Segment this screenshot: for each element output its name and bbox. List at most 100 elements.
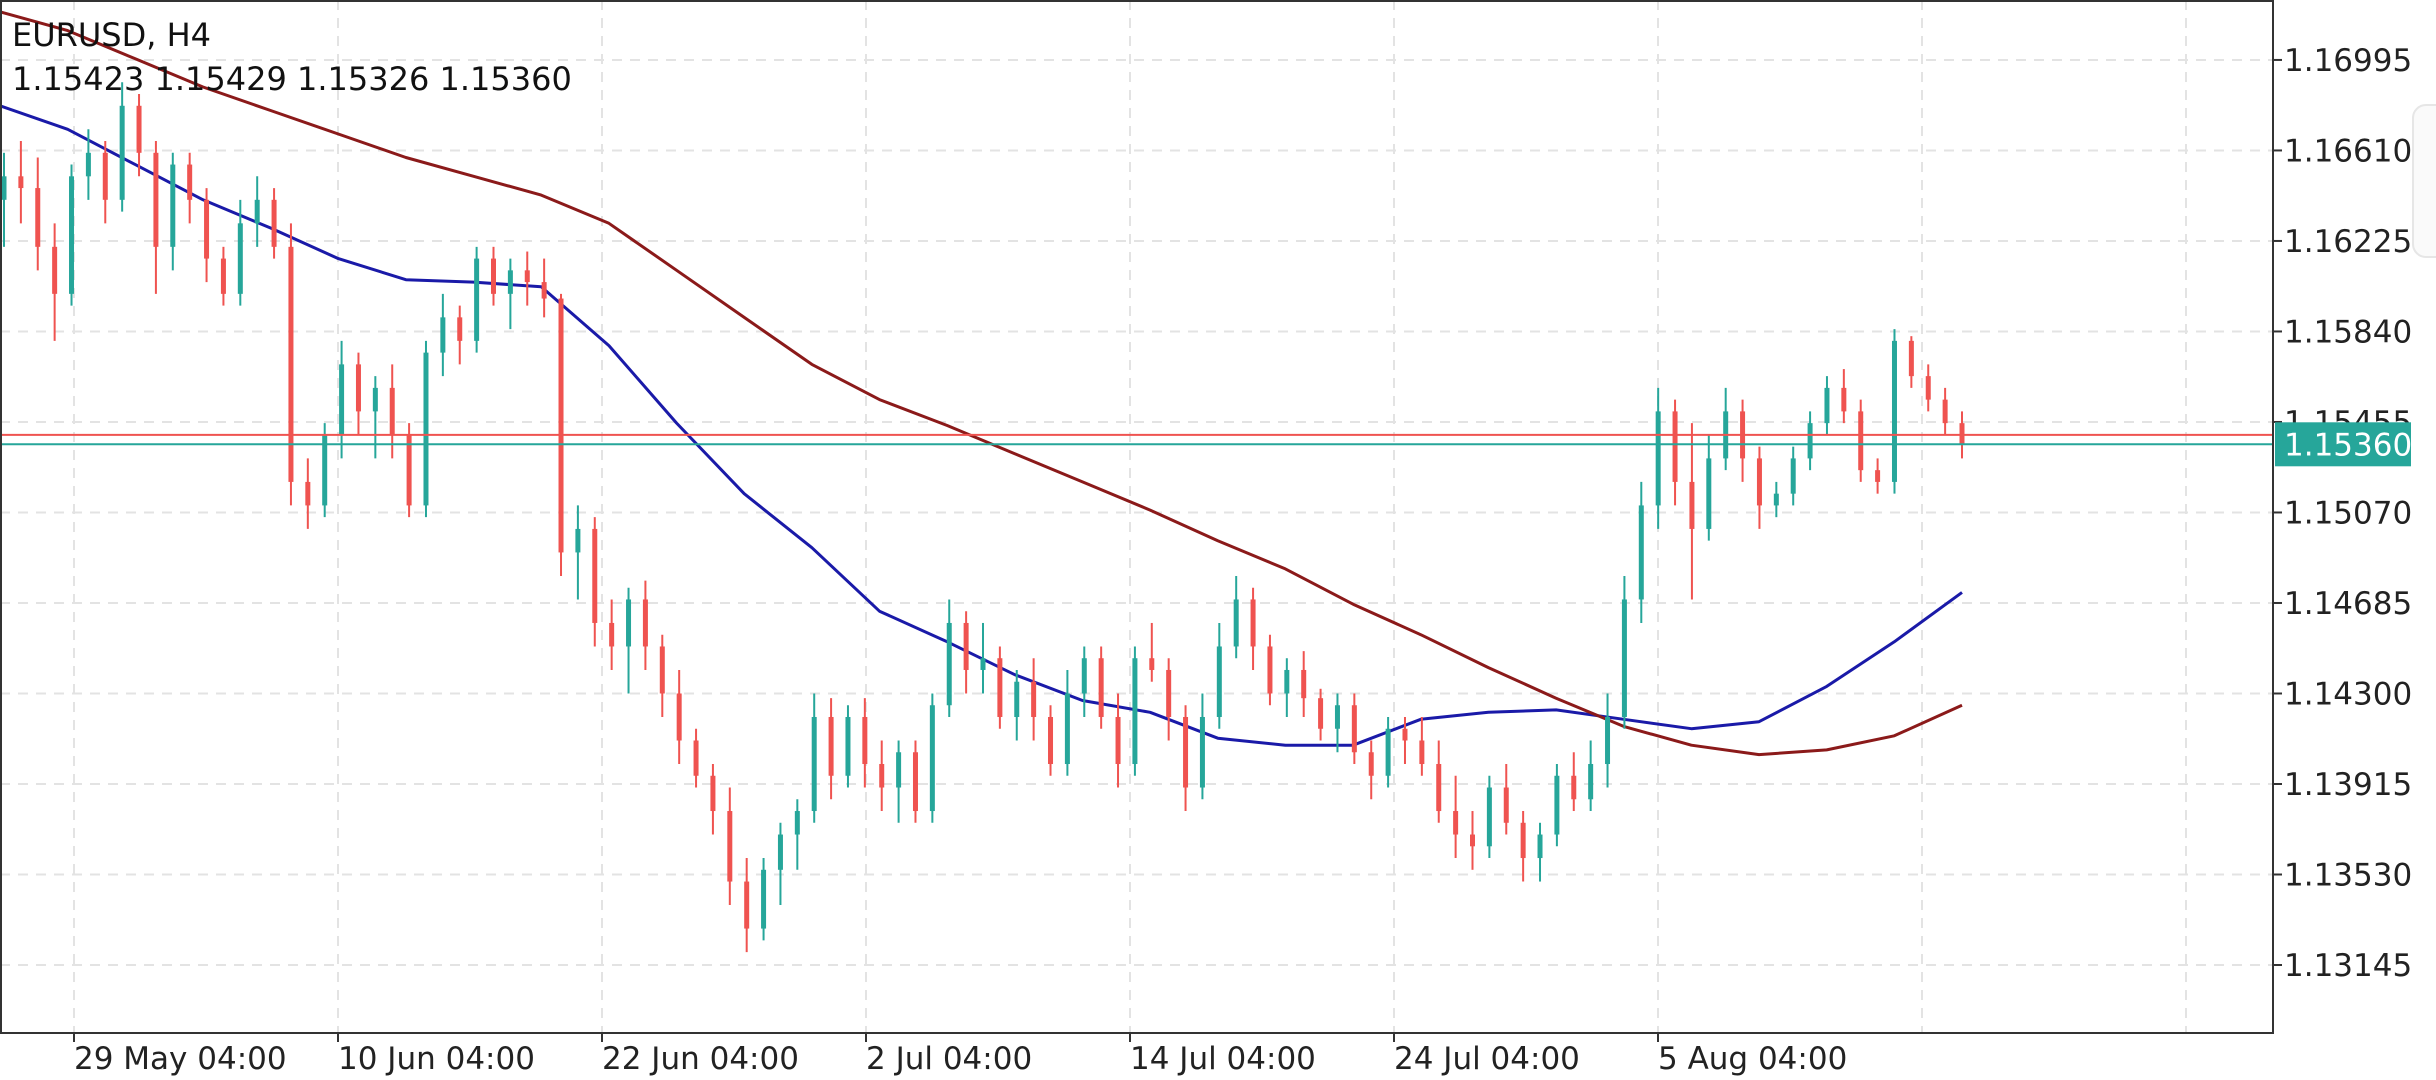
- candle: [1267, 634, 1273, 706]
- candle-body: [1267, 646, 1273, 694]
- candles: [1, 82, 1965, 953]
- candle: [1706, 434, 1712, 541]
- candle: [440, 293, 446, 377]
- side-panel-handle[interactable]: [2412, 104, 2436, 258]
- candle: [761, 858, 767, 941]
- price-tick-label: 1.14300: [2284, 676, 2412, 712]
- candle-body: [1571, 775, 1577, 800]
- candle-body: [626, 599, 632, 647]
- candle-body: [136, 105, 142, 153]
- candle-body: [1925, 376, 1931, 400]
- price-axis[interactable]: 1.169951.166101.162251.158401.154551.150…: [2272, 43, 2412, 984]
- candle-body: [406, 434, 412, 506]
- candle-body: [1368, 752, 1374, 776]
- candle: [1571, 752, 1577, 812]
- candle-body: [1891, 340, 1897, 482]
- candle: [322, 423, 328, 518]
- candle-body: [929, 705, 935, 812]
- candle-body: [1284, 669, 1290, 694]
- candle: [1503, 764, 1509, 835]
- ohlc-values: 1.15423 1.15429 1.15326 1.15360: [12, 60, 572, 98]
- price-tick-label: 1.16225: [2284, 224, 2412, 260]
- candle-body: [592, 528, 598, 623]
- candle: [136, 94, 142, 177]
- candle-body: [1807, 423, 1813, 459]
- candle-body: [254, 199, 260, 224]
- candle-body: [575, 528, 581, 553]
- candle-body: [1385, 728, 1391, 776]
- candle: [626, 587, 632, 694]
- candle: [237, 199, 243, 306]
- candle-body: [1064, 693, 1070, 765]
- candle: [524, 251, 530, 306]
- candle: [1216, 622, 1222, 729]
- candle: [389, 364, 395, 459]
- candle: [457, 305, 463, 365]
- candle: [1621, 575, 1627, 729]
- candle-body: [170, 164, 176, 247]
- candle: [642, 580, 648, 670]
- candle-body: [642, 599, 648, 647]
- last-price-tag-label: 1.15360: [2284, 427, 2412, 463]
- candle-body: [491, 258, 496, 294]
- candle-body: [1166, 669, 1172, 717]
- price-tick-label: 1.14685: [2284, 586, 2412, 622]
- candle: [592, 517, 598, 647]
- candle-body: [1149, 658, 1155, 670]
- candle-body: [1233, 599, 1239, 647]
- candle: [254, 176, 260, 247]
- candle-body: [1790, 458, 1796, 494]
- time-axis[interactable]: 29 May 04:00 10 Jun 04:00 22 Jun 04:00 2 Ju…: [73, 1032, 1847, 1077]
- candle-body: [761, 869, 767, 929]
- price-tick-label: 1.13915: [2284, 767, 2412, 803]
- candle: [1183, 705, 1189, 812]
- price-lines: [0, 433, 2272, 446]
- candle: [1470, 811, 1475, 870]
- candle-body: [423, 352, 429, 506]
- candle: [220, 246, 226, 306]
- candle: [1638, 481, 1644, 623]
- candle: [896, 740, 902, 823]
- candle: [1064, 669, 1070, 776]
- candle-body: [440, 317, 446, 353]
- candle-body: [828, 716, 834, 776]
- candle-body: [1841, 387, 1847, 412]
- last-price-tag-bg: [2275, 422, 2411, 467]
- candle-body: [676, 693, 682, 741]
- candle: [1436, 740, 1442, 823]
- candle: [744, 858, 750, 953]
- candle: [929, 693, 935, 823]
- candle: [811, 693, 817, 823]
- candle: [507, 258, 513, 330]
- plot-area[interactable]: [1, 1, 2273, 1033]
- candle: [1115, 693, 1121, 788]
- candle-body: [845, 716, 851, 776]
- candle: [693, 728, 699, 788]
- candle-body: [1756, 458, 1762, 506]
- candle: [541, 258, 547, 318]
- candle-body: [474, 258, 480, 341]
- candle-body: [1621, 599, 1627, 717]
- candle-body: [1132, 658, 1138, 765]
- candle-body: [1048, 716, 1054, 765]
- candle: [1031, 658, 1037, 741]
- candle: [305, 458, 311, 529]
- candle-body: [1942, 399, 1948, 424]
- candle: [1689, 423, 1695, 600]
- candle-body: [946, 622, 952, 706]
- candle-body: [963, 622, 969, 670]
- candle-body: [35, 188, 41, 247]
- candle: [1908, 336, 1914, 388]
- candle: [271, 188, 277, 259]
- candle-body: [204, 199, 210, 259]
- candle-body: [1875, 470, 1881, 482]
- time-tick-label: 14 Jul 04:00: [1130, 1041, 1316, 1077]
- candle-body: [1588, 764, 1594, 800]
- candle-body: [811, 716, 817, 812]
- candle: [1301, 651, 1307, 717]
- candle-body: [1301, 669, 1307, 699]
- candle: [69, 164, 75, 306]
- time-tick-label: 22 Jun 04:00: [602, 1041, 799, 1077]
- candle: [1419, 716, 1425, 776]
